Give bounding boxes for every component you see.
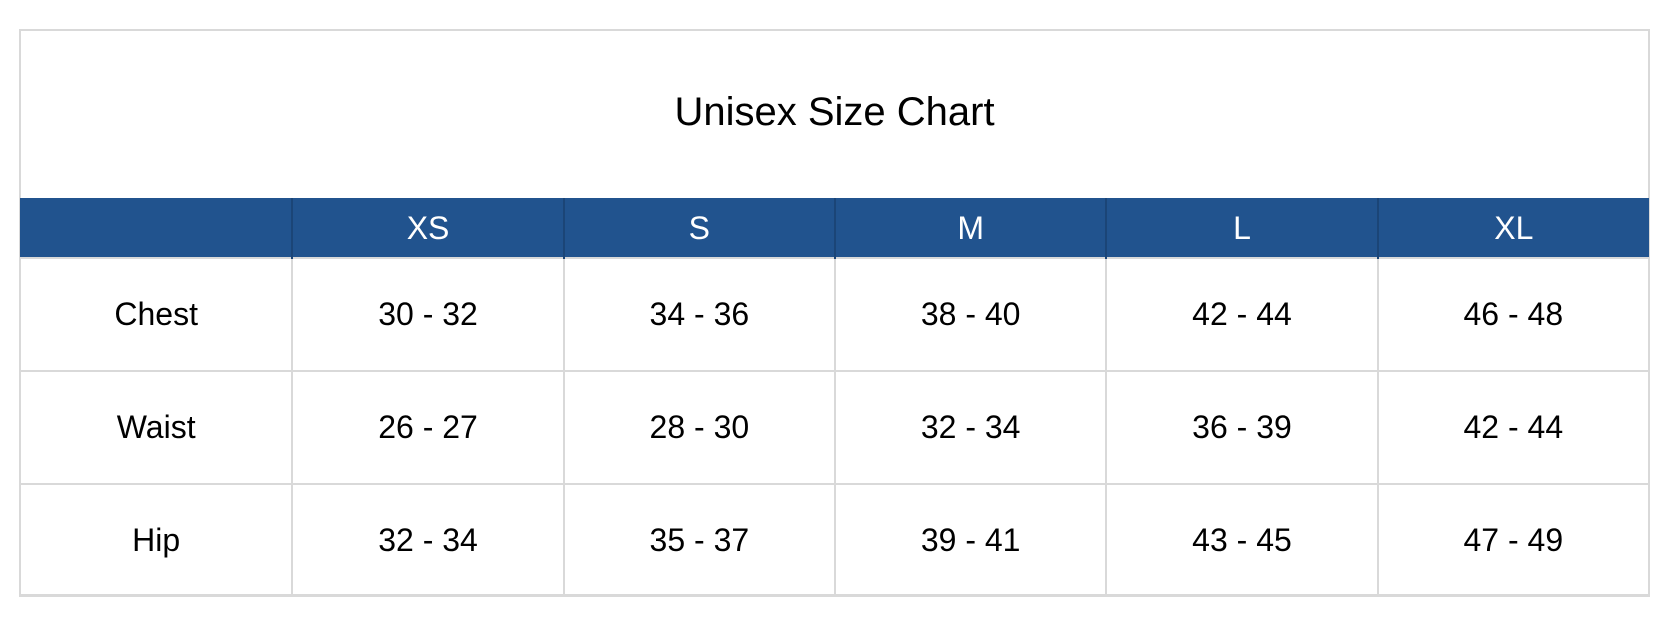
table-row-waist: Waist 26 - 27 28 - 30 32 - 34 36 - 39 42… <box>18 370 1651 485</box>
size-table: XS S M L XL Chest 30 - 32 34 - 36 38 - 4… <box>18 198 1651 597</box>
header-corner-cell <box>20 198 294 258</box>
table-cell: 46 - 48 <box>1376 257 1651 372</box>
table-cell: 36 - 39 <box>1105 370 1379 485</box>
table-cell: 28 - 30 <box>562 370 837 485</box>
table-cell: 34 - 36 <box>562 257 837 372</box>
table-row-chest: Chest 30 - 32 34 - 36 38 - 40 42 - 44 46… <box>18 257 1651 372</box>
chart-title: Unisex Size Chart <box>674 90 995 134</box>
table-row-hip: Hip 32 - 34 35 - 37 39 - 41 43 - 45 47 -… <box>18 483 1651 597</box>
header-row: XS S M L XL <box>20 198 1649 258</box>
size-chart: Unisex Size Chart XS S M L XL Chest 30 -… <box>18 29 1651 597</box>
table-cell: 32 - 34 <box>291 483 565 597</box>
table-cell: 47 - 49 <box>1376 483 1651 597</box>
header-cell-xs: XS <box>291 198 565 258</box>
table-cell: 26 - 27 <box>291 370 565 485</box>
table-cell: 39 - 41 <box>833 483 1108 597</box>
table-cell: 42 - 44 <box>1105 257 1379 372</box>
table-cell: 42 - 44 <box>1376 370 1651 485</box>
row-label-chest: Chest <box>18 257 294 372</box>
header-cell-xl: XL <box>1376 198 1649 258</box>
row-label-waist: Waist <box>18 370 294 485</box>
row-label-hip: Hip <box>18 483 294 597</box>
table-cell: 32 - 34 <box>833 370 1108 485</box>
header-cell-s: S <box>562 198 837 258</box>
header-cell-m: M <box>833 198 1108 258</box>
table-cell: 38 - 40 <box>833 257 1108 372</box>
table-cell: 43 - 45 <box>1105 483 1379 597</box>
header-cell-l: L <box>1105 198 1379 258</box>
table-cell: 30 - 32 <box>291 257 565 372</box>
table-cell: 35 - 37 <box>562 483 837 597</box>
